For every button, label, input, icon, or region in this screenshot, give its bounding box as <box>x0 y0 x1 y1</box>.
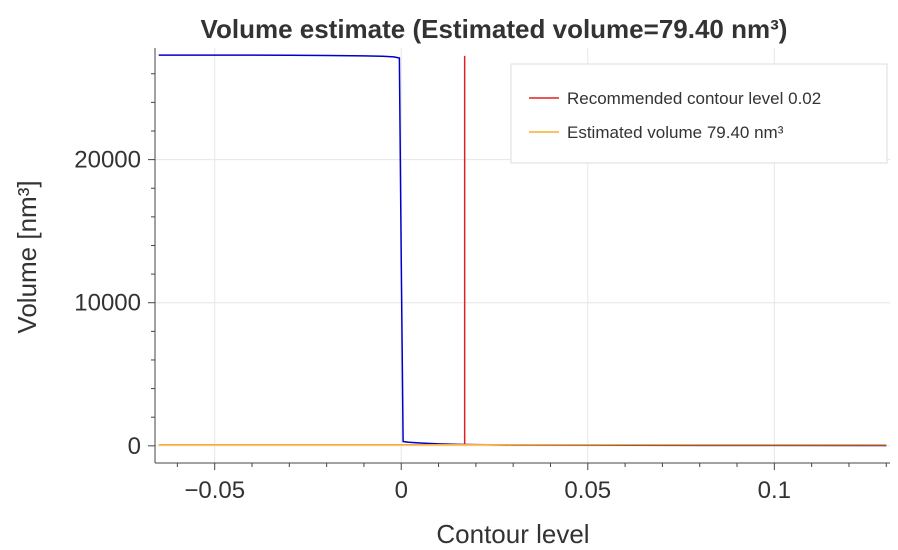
plot-area <box>158 54 887 447</box>
axes: −0.05 0 0.05 0.1 0 10000 20000 <box>74 48 890 504</box>
x-tick-label: −0.05 <box>184 477 245 504</box>
x-axis-label: Contour level <box>436 519 589 549</box>
y-tick-label: 20000 <box>74 147 141 174</box>
x-tick-label: 0.1 <box>758 477 791 504</box>
y-tick-label: 0 <box>128 433 141 460</box>
legend-label: Recommended contour level 0.02 <box>567 89 821 108</box>
chart-title: Volume estimate (Estimated volume=79.40 … <box>201 14 788 44</box>
legend: Recommended contour level 0.02 Estimated … <box>510 63 888 164</box>
y-axis-label: Volume [nm³] <box>12 180 42 333</box>
x-tick-label: 0.05 <box>564 477 611 504</box>
legend-box <box>510 63 888 164</box>
y-tick-label: 10000 <box>74 290 141 317</box>
x-tick-label: 0 <box>395 477 408 504</box>
legend-label: Estimated volume 79.40 nm³ <box>567 123 784 142</box>
